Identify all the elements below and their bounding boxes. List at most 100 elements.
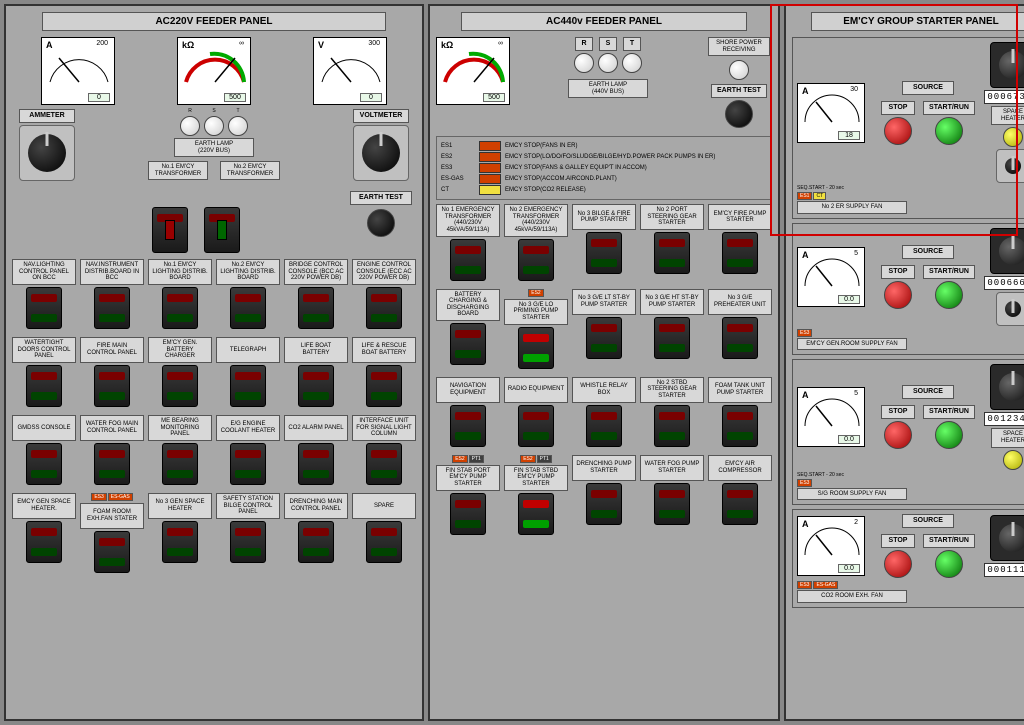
- breaker-switch[interactable]: [586, 317, 622, 359]
- breaker-label: No 3 G/E PREHEATER UNIT: [708, 289, 772, 315]
- breaker-switch[interactable]: [162, 365, 198, 407]
- stop-button[interactable]: [884, 281, 912, 309]
- breaker-label: ME BEARING MONITORING PANEL: [148, 415, 212, 441]
- stop-button[interactable]: [884, 421, 912, 449]
- breaker-switch[interactable]: [230, 443, 266, 485]
- breaker-switch[interactable]: [298, 287, 334, 329]
- stop-label: STOP: [881, 405, 915, 419]
- breaker-switch[interactable]: [586, 232, 622, 274]
- breaker-switch[interactable]: [450, 323, 486, 365]
- breaker-switch[interactable]: [230, 521, 266, 563]
- breaker-switch[interactable]: [450, 493, 486, 535]
- lamp-t-440[interactable]: [622, 53, 642, 73]
- starter-module: A3018SOURCESTOPSTART/RUN000673.1SPACE HE…: [792, 37, 1024, 219]
- lamp-r-440[interactable]: [574, 53, 594, 73]
- stop-button[interactable]: [884, 550, 912, 578]
- lamp-t[interactable]: [228, 116, 248, 136]
- breaker-switch[interactable]: [230, 365, 266, 407]
- breaker-switch[interactable]: [298, 443, 334, 485]
- mode-selector[interactable]: [996, 292, 1024, 326]
- breaker-switch[interactable]: [94, 365, 130, 407]
- amp-gauge: A50.0: [797, 247, 865, 307]
- lamp-s[interactable]: [204, 116, 224, 136]
- breaker-label: No 2 STBD STEERING GEAR STARTER: [640, 377, 704, 403]
- breaker-cell: ES2No 3 G/E LO PRIMING PUMP STARTER: [504, 289, 568, 369]
- source-selector[interactable]: [990, 515, 1024, 561]
- breaker-label: LIFE BOAT BATTERY: [284, 337, 348, 363]
- breaker-switch[interactable]: [722, 317, 758, 359]
- start-button[interactable]: [935, 281, 963, 309]
- breaker-switch[interactable]: [366, 287, 402, 329]
- breaker-switch[interactable]: [26, 443, 62, 485]
- breaker-switch[interactable]: [230, 287, 266, 329]
- lamp-r[interactable]: [180, 116, 200, 136]
- space-heater-lamp[interactable]: [1003, 127, 1023, 147]
- breaker-switch[interactable]: [94, 531, 130, 573]
- start-label: START/RUN: [923, 534, 975, 548]
- breaker-switch[interactable]: [722, 405, 758, 447]
- breaker-label: TELEGRAPH: [216, 337, 280, 363]
- source-selector[interactable]: [990, 42, 1024, 88]
- breaker-switch[interactable]: [162, 521, 198, 563]
- breaker-switch[interactable]: [654, 317, 690, 359]
- breaker-switch[interactable]: [298, 365, 334, 407]
- xfmr1-breaker[interactable]: [152, 207, 188, 253]
- earth-test-button-440[interactable]: [725, 100, 753, 128]
- ammeter-selector[interactable]: [19, 125, 75, 181]
- breaker-switch[interactable]: [450, 405, 486, 447]
- space-heater-label: SPACE HEATER: [991, 106, 1024, 125]
- breaker-switch[interactable]: [518, 327, 554, 369]
- breaker-cell: ES2PT1FIN STAB STBD EM'CY PUMP STARTER: [504, 455, 568, 535]
- breaker-switch[interactable]: [518, 405, 554, 447]
- source-label: SOURCE: [902, 245, 954, 259]
- start-button[interactable]: [935, 550, 963, 578]
- breaker-label: No 1 EMERGENCY TRANSFORMER (440/230V 45k…: [436, 204, 500, 236]
- breaker-label: EM'CY FIRE PUMP STARTER: [708, 204, 772, 230]
- mode-selector[interactable]: [996, 149, 1024, 183]
- breaker-switch[interactable]: [586, 405, 622, 447]
- breaker-switch[interactable]: [94, 443, 130, 485]
- breaker-switch[interactable]: [94, 287, 130, 329]
- voltmeter-selector[interactable]: [353, 125, 409, 181]
- lamp-s-440[interactable]: [598, 53, 618, 73]
- space-heater-lamp[interactable]: [1003, 450, 1023, 470]
- breaker-switch[interactable]: [586, 483, 622, 525]
- shore-power-label: SHORE POWER RECEIVING: [708, 37, 770, 56]
- shore-lamp[interactable]: [729, 60, 749, 80]
- breaker-cell: DRENCHING MAIN CONTROL PANEL: [284, 493, 348, 563]
- breaker-cell: NAV.INSTRUMENT DISTRIB.BOARD IN BCC: [80, 259, 144, 329]
- breaker-switch[interactable]: [366, 365, 402, 407]
- breaker-switch[interactable]: [654, 483, 690, 525]
- breaker-switch[interactable]: [518, 239, 554, 281]
- module-label: S/G ROOM SUPPLY FAN: [797, 488, 907, 501]
- breaker-label: WATER FOG MAIN CONTROL PANEL: [80, 415, 144, 441]
- breaker-switch[interactable]: [722, 232, 758, 274]
- start-button[interactable]: [935, 421, 963, 449]
- breaker-switch[interactable]: [162, 287, 198, 329]
- breaker-switch[interactable]: [26, 521, 62, 563]
- source-selector[interactable]: [990, 228, 1024, 274]
- stop-label: STOP: [881, 534, 915, 548]
- xfmr2-breaker[interactable]: [204, 207, 240, 253]
- breaker-switch[interactable]: [450, 239, 486, 281]
- breaker-switch[interactable]: [162, 443, 198, 485]
- breaker-switch[interactable]: [722, 483, 758, 525]
- panel-emcy-starter: EM'CY GROUP STARTER PANEL A3018SOURCESTO…: [784, 4, 1024, 721]
- breaker-switch[interactable]: [654, 405, 690, 447]
- seq-label: SEQ.START - 20 sec: [797, 186, 844, 191]
- breaker-switch[interactable]: [26, 365, 62, 407]
- earth-lamp-440: EARTH LAMP (440V BUS): [568, 79, 648, 98]
- start-button[interactable]: [935, 117, 963, 145]
- breaker-switch[interactable]: [26, 287, 62, 329]
- breaker-label: EM'CY AIR COMPRESSOR: [708, 455, 772, 481]
- stop-label: STOP: [881, 265, 915, 279]
- breaker-switch[interactable]: [298, 521, 334, 563]
- rst-lamps: R S T: [180, 109, 248, 136]
- breaker-switch[interactable]: [366, 521, 402, 563]
- stop-button[interactable]: [884, 117, 912, 145]
- hours-counter: 000666.0: [984, 276, 1024, 290]
- breaker-switch[interactable]: [654, 232, 690, 274]
- source-selector[interactable]: [990, 364, 1024, 410]
- breaker-switch[interactable]: [366, 443, 402, 485]
- breaker-switch[interactable]: [518, 493, 554, 535]
